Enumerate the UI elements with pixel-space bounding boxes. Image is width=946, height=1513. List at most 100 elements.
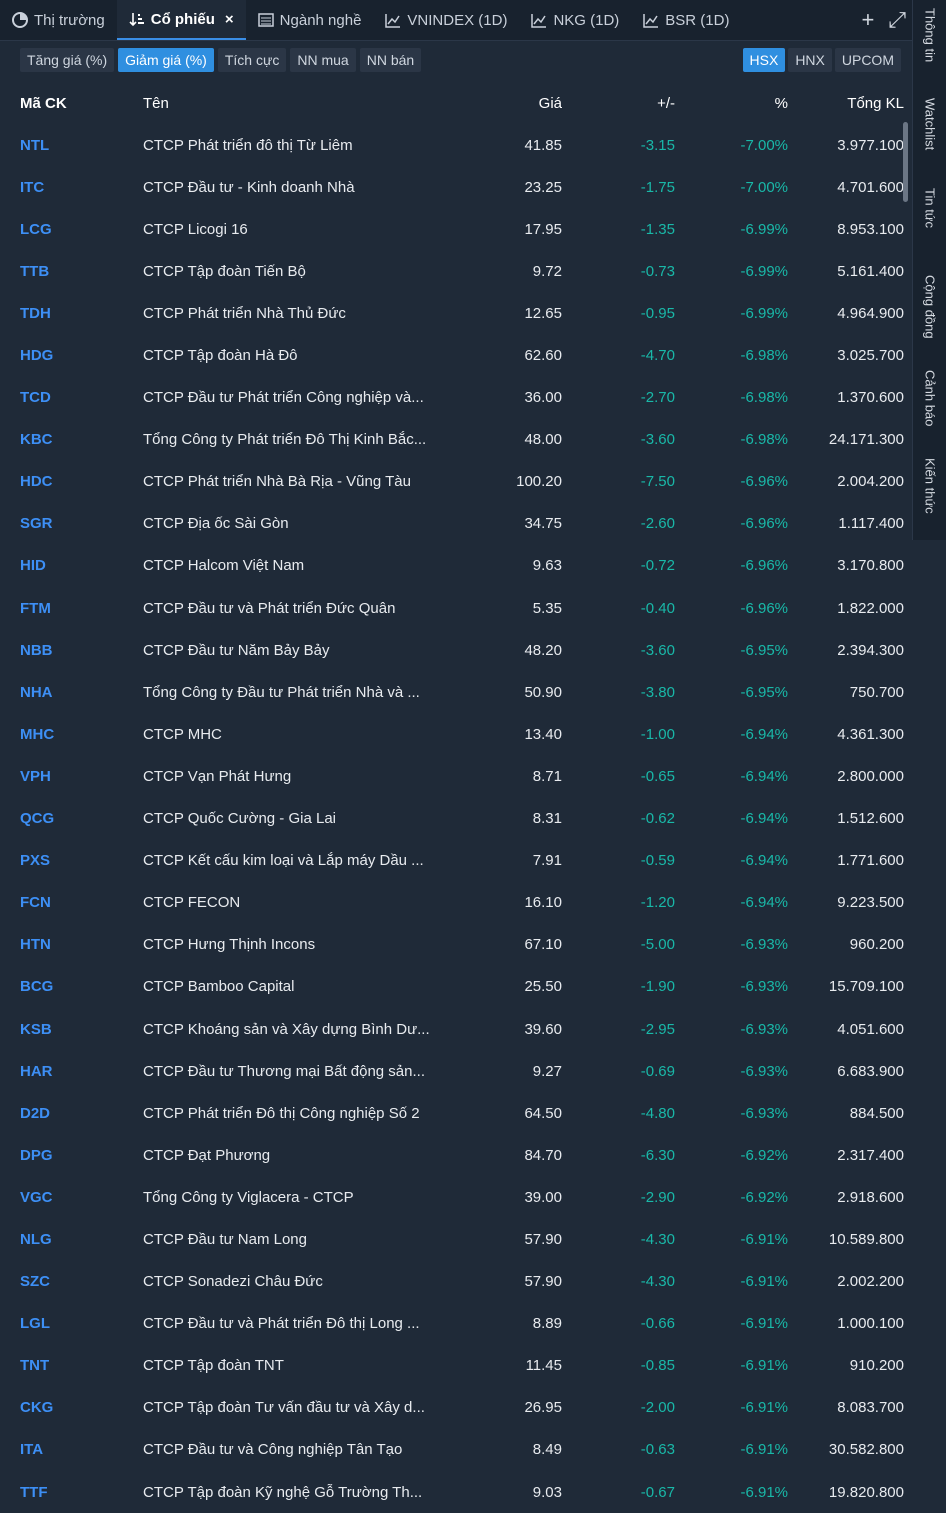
table-row[interactable]: ITC CTCP Đầu tư - Kinh doanh Nhà 23.25 -1.7… [0,166,912,208]
table-row[interactable]: NBB CTCP Đầu tư Năm Bảy Bảy 48.20 -3.60 -6.9… [0,629,912,671]
table-row[interactable]: TDH CTCP Phát triển Nhà Thủ Đức 12.65 -0.95… [0,292,912,334]
table-row[interactable]: D2D CTCP Phát triển Đô thị Công nghiệp Số… [0,1092,912,1134]
stock-code[interactable]: HDG [20,347,54,365]
table-row[interactable]: SZC CTCP Sonadezi Châu Đức 57.90 -4.30 -6.91… [0,1261,912,1303]
stock-code[interactable]: LGL [20,1315,50,1333]
exchange-hsx[interactable]: HSX [742,48,786,72]
stock-code[interactable]: HDC [20,473,53,491]
table-row[interactable]: HID CTCP Halcom Việt Nam 9.63 -0.72 -6.96% 3.… [0,545,912,587]
stock-code[interactable]: MHC [20,725,55,743]
expand-icon[interactable]: ⤢ [888,7,906,32]
exchange-hnx[interactable]: HNX [788,48,832,72]
side-tab-news[interactable]: Tin tức [922,188,938,229]
stock-code[interactable]: HTN [20,936,51,954]
table-row[interactable]: TNT CTCP Tập đoàn TNT 11.45 -0.85 -6.91% 910.… [0,1345,912,1387]
scrollbar[interactable] [903,122,908,202]
table-row[interactable]: ITA CTCP Đầu tư và Công nghiệp Tân Tạo 8.4… [0,1429,912,1471]
table-row[interactable]: LGL CTCP Đầu tư và Phát triển Đô thị Long… [0,1303,912,1345]
stock-volume: 960.200 [849,936,904,954]
stock-code[interactable]: KSB [20,1020,52,1038]
stock-code[interactable]: TTB [20,262,50,280]
table-row[interactable]: NTL CTCP Phát triển đô thị Từ Liêm 41.85 -3… [0,124,912,166]
table-row[interactable]: TCD CTCP Đầu tư Phát triển Công nghiệp và… [0,377,912,419]
tab-market[interactable]: Thị trường [0,0,117,40]
exchange-upcom[interactable]: UPCOM [834,48,901,72]
side-tab-community[interactable]: Cộng đồng [922,275,938,339]
table-row[interactable]: TTF CTCP Tập đoàn Kỹ nghệ Gỗ Trường Th...… [0,1471,912,1513]
stock-code[interactable]: KBC [20,431,53,449]
table-row[interactable]: QCG CTCP Quốc Cường - Gia Lai 8.31 -0.62 -6.… [0,798,912,840]
table-row[interactable]: FCN CTCP FECON 16.10 -1.20 -6.94% 9.223.500 [0,882,912,924]
stock-code[interactable]: NLG [20,1230,52,1248]
table-row[interactable]: MHC CTCP MHC 13.40 -1.00 -6.94% 4.361.300 [0,713,912,755]
tab-nkg-chart[interactable]: NKG (1D) [519,0,631,40]
stock-code[interactable]: HID [20,557,46,575]
stock-code[interactable]: PXS [20,852,51,870]
stock-code[interactable]: CKG [20,1399,54,1417]
table-row[interactable]: HDC CTCP Phát triển Nhà Bà Rịa - Vũng Tàu… [0,461,912,503]
stock-code[interactable]: FCN [20,894,51,912]
column-header-price[interactable]: Giá [538,94,562,112]
table-row[interactable]: KSB CTCP Khoáng sản và Xây dựng Bình Dư..… [0,1008,912,1050]
tab-label: Cổ phiếu [150,10,215,28]
table-row[interactable]: SGR CTCP Địa ốc Sài Gòn 34.75 -2.60 -6.96% 1.… [0,503,912,545]
column-header-pct[interactable]: % [774,94,788,112]
stock-code[interactable]: HAR [20,1062,53,1080]
stock-code[interactable]: TNT [20,1357,50,1375]
stock-code[interactable]: D2D [20,1104,51,1122]
stock-code[interactable]: FTM [20,599,51,617]
stock-code[interactable]: SGR [20,515,53,533]
stock-code[interactable]: LCG [20,220,52,238]
table-row[interactable]: NLG CTCP Đầu tư Nam Long 57.90 -4.30 -6.91% 1… [0,1218,912,1260]
table-row[interactable]: VPH CTCP Vạn Phát Hưng 8.71 -0.65 -6.94% 2.80… [0,755,912,797]
filter-foreign-sell[interactable]: NN bán [359,48,422,72]
column-header-change[interactable]: +/- [657,94,675,112]
table-row[interactable]: DPG CTCP Đạt Phương 84.70 -6.30 -6.92% 2.317.… [0,1134,912,1176]
tab-bsr-chart[interactable]: BSR (1D) [631,0,741,40]
table-row[interactable]: LCG CTCP Licogi 16 17.95 -1.35 -6.99% 8.953.1… [0,208,912,250]
column-header-code[interactable]: Mã CK [20,94,67,112]
side-tab-knowledge[interactable]: Kiến thức [922,458,938,514]
filter-foreign-buy[interactable]: NN mua [290,48,356,72]
table-row[interactable]: CKG CTCP Tập đoàn Tư vấn đầu tư và Xây d.… [0,1387,912,1429]
stock-code[interactable]: NHA [20,683,53,701]
side-tab-info[interactable]: Thông tin [922,8,938,63]
stock-code[interactable]: VGC [20,1188,53,1206]
stock-change-pct: -6.92% [740,1188,788,1206]
table-row[interactable]: TTB CTCP Tập đoàn Tiến Bộ 9.72 -0.73 -6.99% 5… [0,250,912,292]
stock-code[interactable]: TTF [20,1483,48,1501]
table-row[interactable]: HDG CTCP Tập đoàn Hà Đô 62.60 -4.70 -6.98% 3.… [0,334,912,376]
column-header-volume[interactable]: Tổng KL [847,94,904,112]
stock-code[interactable]: DPG [20,1146,53,1164]
stock-code[interactable]: ITC [20,178,45,196]
table-row[interactable]: HTN CTCP Hưng Thịnh Incons 67.10 -5.00 -6.93… [0,924,912,966]
tab-industry[interactable]: Ngành nghề [246,0,374,40]
stock-code[interactable]: ITA [20,1441,44,1459]
stock-code[interactable]: VPH [20,767,51,785]
side-tab-alerts[interactable]: Cảnh báo [922,370,938,427]
stock-price: 8.31 [532,810,562,828]
table-row[interactable]: NHA Tổng Công ty Đầu tư Phát triển Nhà và… [0,671,912,713]
table-row[interactable]: PXS CTCP Kết cấu kim loại và Lắp máy Dầu … [0,840,912,882]
filter-losers[interactable]: Giảm giá (%) [118,48,214,72]
filter-positive[interactable]: Tích cực [217,48,287,72]
side-tab-watchlist[interactable]: Watchlist [922,98,938,151]
filter-gainers[interactable]: Tăng giá (%) [20,48,115,72]
stock-code[interactable]: QCG [20,810,55,828]
table-row[interactable]: BCG CTCP Bamboo Capital 25.50 -1.90 -6.93% 15… [0,966,912,1008]
add-tab-icon[interactable]: + [861,7,875,32]
stock-code[interactable]: NTL [20,136,50,154]
stock-code[interactable]: NBB [20,641,53,659]
column-header-name[interactable]: Tên [143,94,169,112]
tab-vnindex-chart[interactable]: VNINDEX (1D) [373,0,519,40]
close-icon[interactable]: × [224,10,234,28]
stock-code[interactable]: TCD [20,389,51,407]
table-row[interactable]: HAR CTCP Đầu tư Thương mại Bất động sản..… [0,1050,912,1092]
table-row[interactable]: FTM CTCP Đầu tư và Phát triển Đức Quân 5.3… [0,587,912,629]
stock-code[interactable]: BCG [20,978,54,996]
table-row[interactable]: KBC Tổng Công ty Phát triển Đô Thị Kinh B… [0,419,912,461]
stock-code[interactable]: SZC [20,1273,50,1291]
tab-stocks[interactable]: Cổ phiếu × [116,0,246,40]
stock-code[interactable]: TDH [20,304,51,322]
table-row[interactable]: VGC Tổng Công ty Viglacera - CTCP 39.00 -2.… [0,1176,912,1218]
